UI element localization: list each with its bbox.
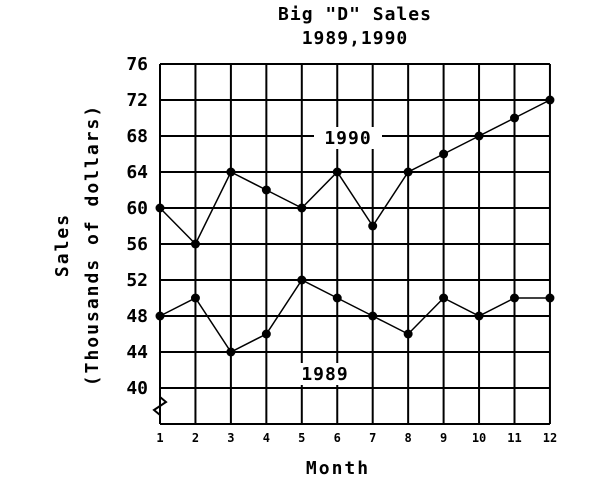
y-tick-label: 72 xyxy=(126,90,148,111)
data-point-1990 xyxy=(510,113,519,123)
y-tick-label: 44 xyxy=(126,342,148,363)
x-tick-label: 11 xyxy=(507,431,521,445)
x-tick-labels: 1 2 3 4 5 6 7 8 9 10 11 12 xyxy=(156,431,557,445)
y-tick-label: 76 xyxy=(126,54,148,75)
y-tick-labels: 40 44 48 52 56 60 64 68 72 76 xyxy=(126,54,148,399)
data-point-1989 xyxy=(297,275,307,285)
axis-break-mark xyxy=(152,396,168,416)
data-point-1990 xyxy=(474,131,484,141)
data-point-1989 xyxy=(261,329,271,339)
grid xyxy=(159,63,551,425)
data-point-1990 xyxy=(261,185,271,195)
data-point-1990 xyxy=(545,95,555,105)
data-point-1989 xyxy=(510,293,519,303)
y-axis-label: Sales xyxy=(52,213,73,277)
x-tick-label: 4 xyxy=(263,431,270,445)
data-point-1990 xyxy=(332,167,342,177)
x-tick-label: 9 xyxy=(440,431,447,445)
data-point-1989 xyxy=(368,311,378,321)
data-point-1990 xyxy=(368,221,378,231)
series-line-1990 xyxy=(159,99,551,246)
data-point-1990 xyxy=(190,239,200,249)
data-point-1989 xyxy=(226,347,236,357)
x-tick-label: 7 xyxy=(369,431,376,445)
data-point-1989 xyxy=(474,311,484,321)
series-group: 1990 1989 xyxy=(155,95,555,385)
chart-subtitle: 1989,1990 xyxy=(302,28,409,49)
x-tick-label: 8 xyxy=(405,431,412,445)
data-point-1989 xyxy=(332,293,342,303)
data-point-1989 xyxy=(439,293,449,303)
series-label-bg xyxy=(314,127,382,149)
data-point-1990 xyxy=(439,149,449,159)
y-tick-label: 56 xyxy=(126,234,148,255)
data-point-1989 xyxy=(155,311,165,321)
x-tick-label: 10 xyxy=(472,431,486,445)
y-axis-sublabel: (Thousands of dollars) xyxy=(82,104,103,386)
data-point-1989 xyxy=(403,329,413,339)
y-tick-label: 48 xyxy=(126,306,148,327)
x-tick-label: 1 xyxy=(156,431,163,445)
x-tick-label: 3 xyxy=(227,431,234,445)
data-point-1990 xyxy=(226,167,236,177)
chart-title: Big "D" Sales xyxy=(278,4,432,25)
series-label-1989: 1989 xyxy=(301,364,348,385)
y-tick-label: 52 xyxy=(126,270,148,291)
x-tick-label: 12 xyxy=(543,431,557,445)
y-tick-label: 60 xyxy=(126,198,148,219)
series-label-1990: 1990 xyxy=(324,128,371,149)
data-point-1990 xyxy=(403,167,413,177)
series-line-1989 xyxy=(159,279,550,353)
series-label-bg xyxy=(291,363,359,385)
data-point-1990 xyxy=(155,203,165,213)
data-point-1989 xyxy=(190,293,200,303)
x-tick-label: 5 xyxy=(298,431,305,445)
y-tick-label: 40 xyxy=(126,378,148,399)
x-tick-label: 6 xyxy=(334,431,341,445)
x-tick-label: 2 xyxy=(192,431,199,445)
x-axis-label: Month xyxy=(306,458,370,479)
y-tick-label: 68 xyxy=(126,126,148,147)
data-point-1989 xyxy=(545,293,555,303)
y-tick-label: 64 xyxy=(126,162,148,183)
data-point-1990 xyxy=(297,203,307,213)
